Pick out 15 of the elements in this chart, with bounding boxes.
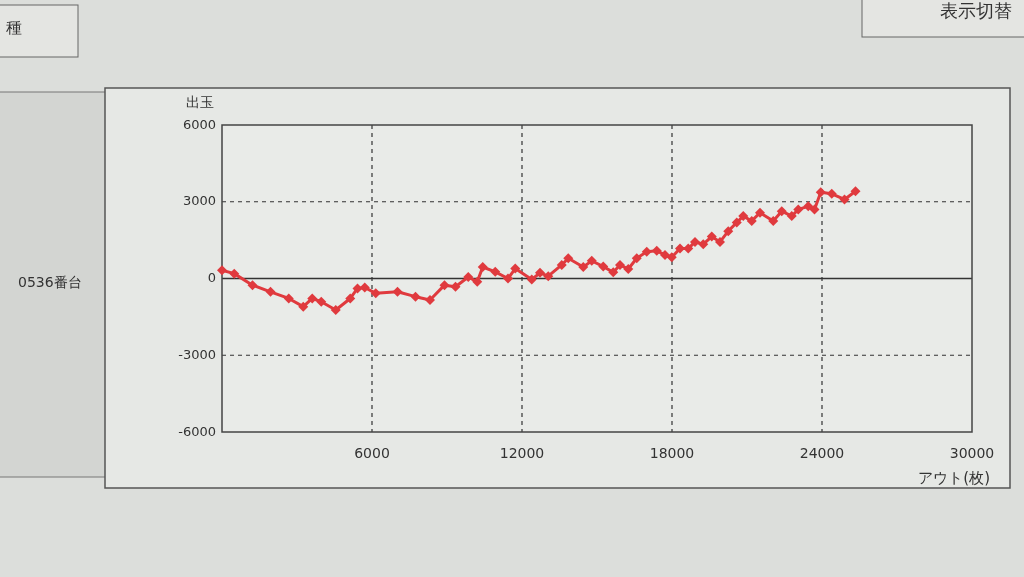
annotation: 表示切替 [940, 0, 1012, 21]
x-tick-label: 12000 [499, 445, 545, 461]
annotation: 0536番台 [18, 274, 82, 290]
y-tick-label: 0 [207, 270, 216, 285]
y-tick-label: 6000 [182, 116, 216, 132]
annotation: 種 [6, 17, 22, 37]
ylabel: 出玉 [186, 94, 214, 110]
y-tick-label: -6000 [178, 423, 216, 439]
xlabel: アウト(枚) [918, 468, 990, 487]
y-tick-label: -3000 [178, 346, 216, 362]
y-tick-label: 3000 [182, 193, 216, 209]
x-tick-label: 18000 [649, 445, 695, 461]
x-tick-label: 30000 [949, 445, 995, 461]
x-tick-label: 6000 [354, 445, 390, 461]
x-tick-label: 24000 [799, 445, 845, 461]
